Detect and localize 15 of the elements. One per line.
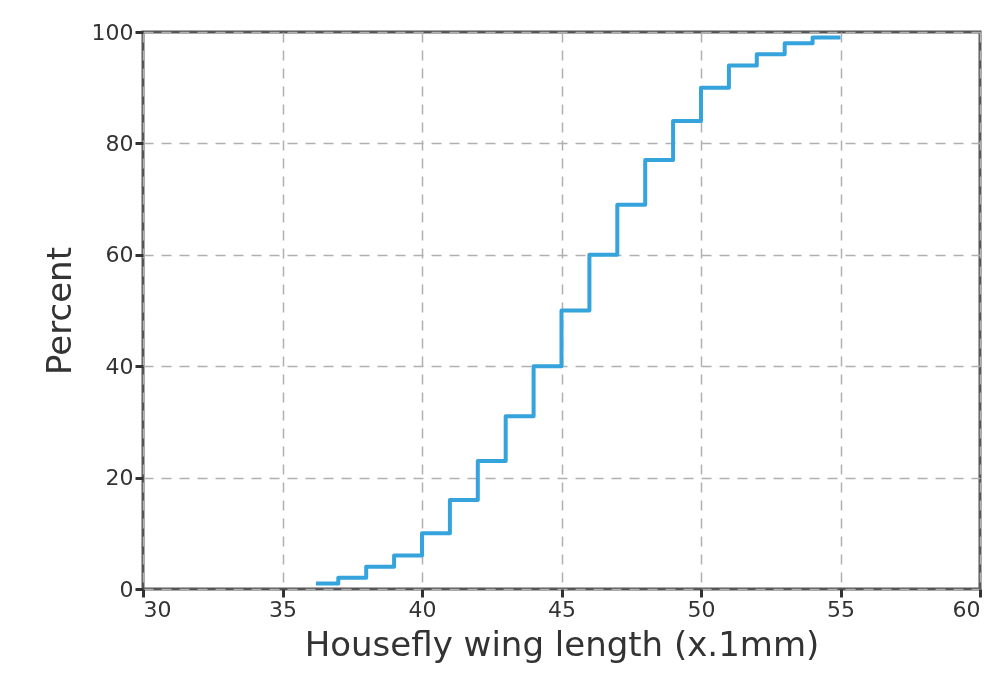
x-tick-label: 40 [408,596,437,622]
x-tick-label: 60 [952,596,981,622]
y-tick-label: 0 [119,576,134,602]
y-tick-label: 80 [105,130,134,156]
x-tick-label: 50 [687,596,716,622]
y-axis-title: Percent [38,247,79,375]
x-axis-title: Housefly wing length (x.1mm) [304,623,820,664]
x-tick-label: 30 [143,596,172,622]
y-tick-label: 40 [105,353,134,379]
x-tick-label: 35 [269,596,297,622]
y-tick-label: 60 [105,242,134,268]
y-tick-label: 20 [105,465,134,491]
x-tick-label: 45 [548,596,576,622]
y-tick-label: 100 [91,19,134,45]
x-tick-label: 55 [827,596,855,622]
